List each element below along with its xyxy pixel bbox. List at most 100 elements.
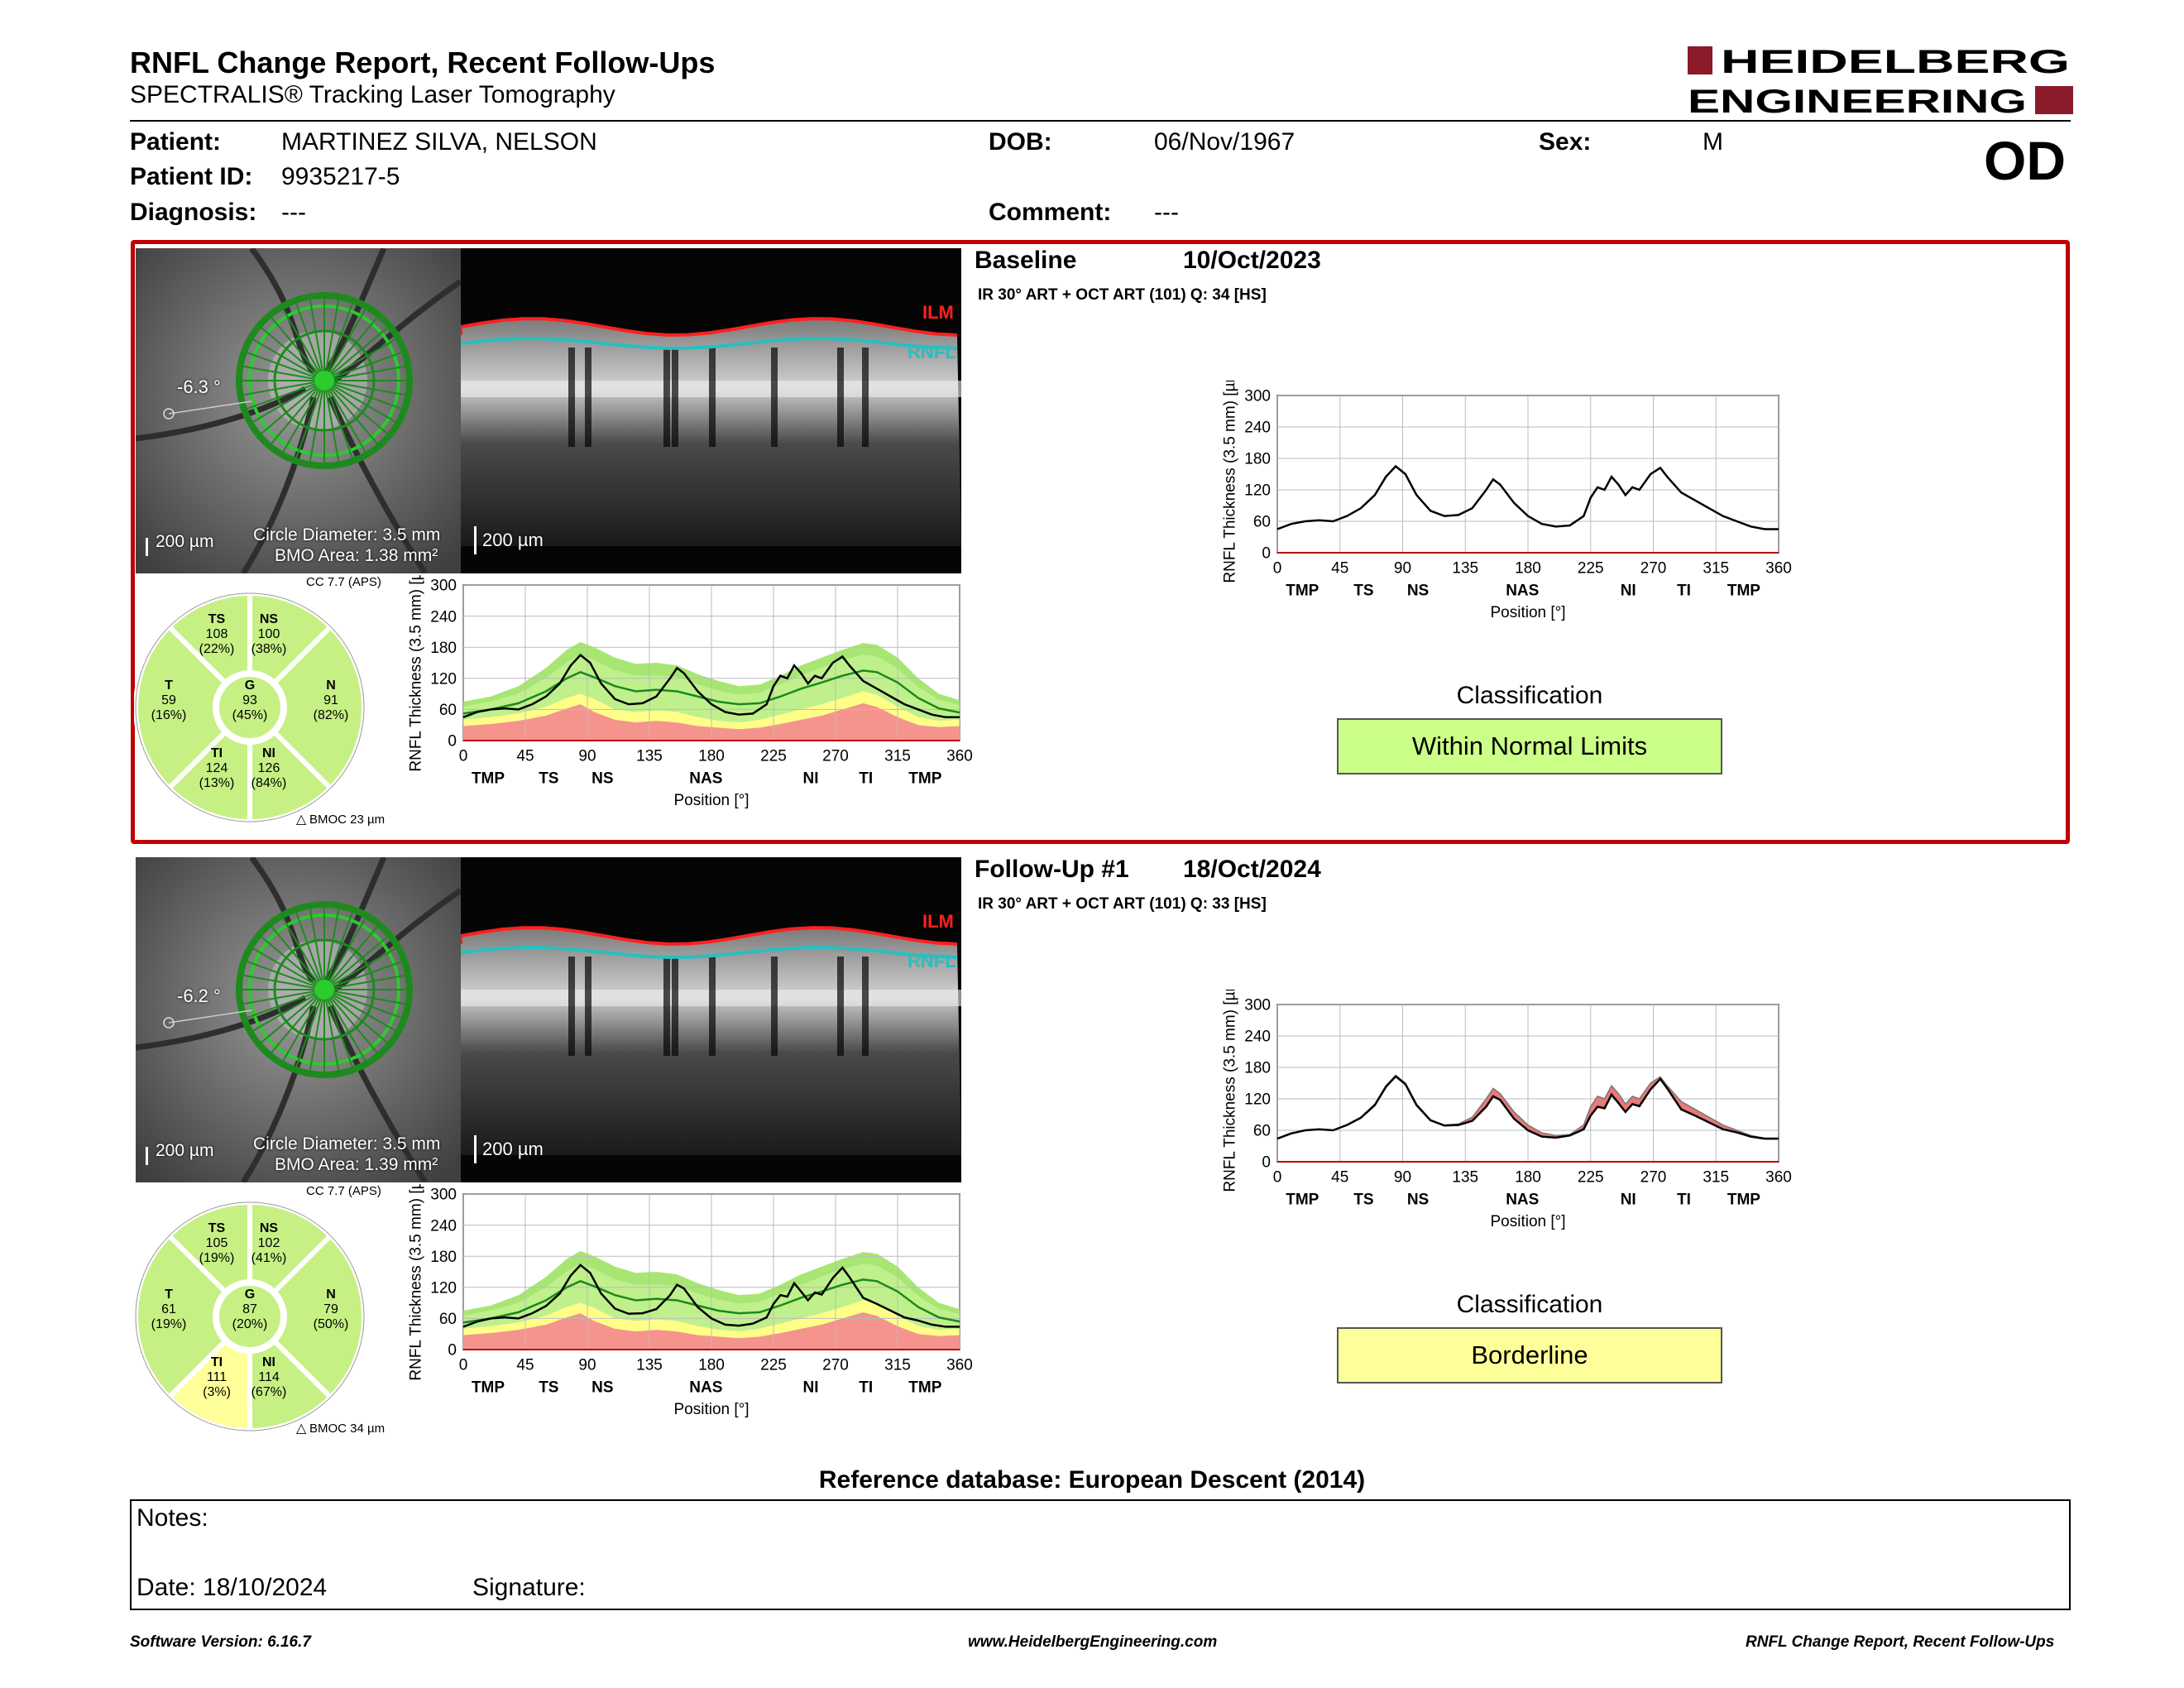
sector-axis-label: NAS	[689, 770, 722, 787]
x-tick-label: 315	[884, 748, 911, 765]
x-tick-label: 0	[459, 748, 468, 765]
cc-label: CC 7.7 (APS)	[306, 1184, 381, 1198]
vessel-shadow	[837, 957, 844, 1056]
vessel-shadow	[771, 957, 778, 1056]
radial-scan-line	[323, 380, 390, 436]
patient-id-label: Patient ID:	[130, 163, 253, 190]
y-axis-label: RNFL Thickness (3.5 mm) [µm]	[1222, 381, 1239, 583]
radial-scan-line	[323, 989, 355, 1071]
sector-pct-ts: (19%)	[199, 1251, 235, 1265]
reference-database: Reference database: European Descent (20…	[818, 1466, 1366, 1494]
radial-scan-line	[323, 306, 368, 381]
radial-scan-line	[309, 296, 325, 381]
visit-date: 18/Oct/2024	[1183, 856, 1321, 883]
dob-label: DOB:	[989, 128, 1052, 156]
sector-axis-label: NAS	[689, 1379, 722, 1396]
sector-axis-label: TMP	[1286, 582, 1319, 599]
y-tick-label: 0	[448, 1342, 457, 1360]
visit-title: Baseline	[975, 247, 1077, 274]
radial-scan-line	[243, 380, 325, 411]
bmo-area-label: BMO Area: 1.39 mm²	[275, 1155, 438, 1174]
vessel-shadow	[663, 348, 670, 447]
x-tick-label: 225	[1578, 1169, 1604, 1187]
fundus-scale-label: 200 µm	[156, 532, 214, 551]
visit-date: 10/Oct/2023	[1183, 247, 1321, 274]
profile-chart-with-norms: 0 60 120 180 240 300 0 45 90 135 180 225 270 315 360 TM…	[381, 554, 976, 823]
radial-scan-line	[323, 314, 380, 381]
x-tick-label: 135	[636, 1357, 663, 1374]
bmoc-label: BMOC 23 µm	[309, 813, 386, 827]
angle-line	[168, 400, 252, 415]
sector-axis-label: TMP	[1727, 582, 1760, 599]
radial-scan-line	[323, 989, 390, 1045]
x-tick-label: 225	[760, 748, 787, 765]
sector-value-ns: 102	[258, 1236, 280, 1250]
vessel-shadow	[663, 957, 670, 1056]
sector-name-ni: NI	[262, 1355, 275, 1369]
vessel-shadow	[672, 348, 678, 447]
x-tick-label: 0	[1273, 1169, 1282, 1187]
radial-scan-line	[323, 989, 340, 1074]
x-tick-label: 180	[698, 748, 725, 765]
vessel-shadow	[709, 348, 716, 447]
rnfl-thickness-line	[1276, 464, 1779, 530]
sector-pct-ti: (13%)	[199, 776, 235, 790]
y-tick-label: 0	[1262, 545, 1271, 563]
ilm-label: ILM	[922, 302, 954, 323]
retinal-vessel	[241, 396, 317, 573]
radial-scan-line	[309, 380, 325, 465]
notes-box[interactable]: Notes: Date: 18/10/2024 Signature:	[130, 1499, 2071, 1610]
thinning-area	[1277, 1075, 1779, 1139]
retinal-vessel	[323, 248, 387, 374]
y-tick-label: 60	[1253, 514, 1271, 531]
y-tick-label: 300	[1244, 997, 1271, 1014]
diagnosis-value: ---	[281, 199, 306, 226]
y-tick-label: 120	[430, 1279, 457, 1297]
report-subtitle: SPECTRALIS® Tracking Laser Tomography	[130, 81, 615, 108]
fovea-marker	[163, 1017, 175, 1029]
sector-pct-ti: (3%)	[203, 1385, 231, 1399]
y-tick-label: 120	[430, 670, 457, 688]
svg-text:HEIDELBERG: HEIDELBERG	[1721, 44, 2070, 80]
radial-scan-line	[250, 946, 325, 990]
scale-bar	[146, 1147, 148, 1165]
sector-value-n: 79	[323, 1302, 338, 1316]
sector-chart: TS 108 (22%) NS 100 (38%) T 59 (16%) G 93 (45%) N 91(…	[133, 590, 366, 825]
rnfl-label: RNFL	[908, 342, 956, 362]
sector-axis-label: TI	[859, 770, 873, 787]
vessel-shadow	[585, 957, 592, 1056]
x-tick-label: 45	[516, 748, 534, 765]
x-tick-label: 45	[1331, 1169, 1348, 1187]
bscan-scale-label: 200 µm	[482, 530, 544, 550]
normal-mean-line	[462, 1278, 960, 1324]
retinal-vessel	[323, 857, 387, 983]
y-tick-label: 240	[1244, 420, 1271, 437]
y-tick-label: 120	[1244, 1091, 1271, 1109]
x-tick-label: 315	[1703, 560, 1729, 578]
rnfl-thickness-line	[462, 653, 960, 719]
vessel-shadow	[771, 348, 778, 447]
y-tick-label: 180	[1244, 451, 1271, 468]
sector-name-g: G	[245, 679, 255, 693]
radial-scan-line	[258, 325, 325, 381]
radial-scan-line	[323, 380, 399, 424]
sector-name-ti: TI	[211, 746, 223, 760]
visit-title: Follow-Up #1	[975, 856, 1129, 883]
radial-scan-line	[258, 934, 325, 990]
website-link[interactable]: www.HeidelbergEngineering.com	[968, 1633, 1218, 1651]
radial-scan-line	[309, 905, 325, 990]
software-version: Software Version: 6.16.7	[130, 1633, 311, 1651]
radial-scan-line	[240, 380, 325, 396]
x-tick-label: 225	[1578, 560, 1604, 578]
radial-scan-line	[323, 380, 405, 411]
y-axis-label: RNFL Thickness (3.5 mm) [µm]	[408, 1184, 425, 1381]
change-chart: 0 60 120 180 240 300 0 45 90 135 180 225 270 315 360 TM…	[1200, 365, 1795, 645]
sector-axis-label: TMP	[1286, 1191, 1319, 1208]
bscan-scale-label: 200 µm	[482, 1139, 544, 1159]
y-tick-label: 240	[1244, 1029, 1271, 1046]
header-divider	[130, 120, 2071, 122]
radial-scan-line	[243, 350, 325, 381]
x-tick-label: 135	[636, 748, 663, 765]
x-tick-label: 180	[698, 1357, 725, 1374]
x-tick-label: 90	[578, 1357, 596, 1374]
